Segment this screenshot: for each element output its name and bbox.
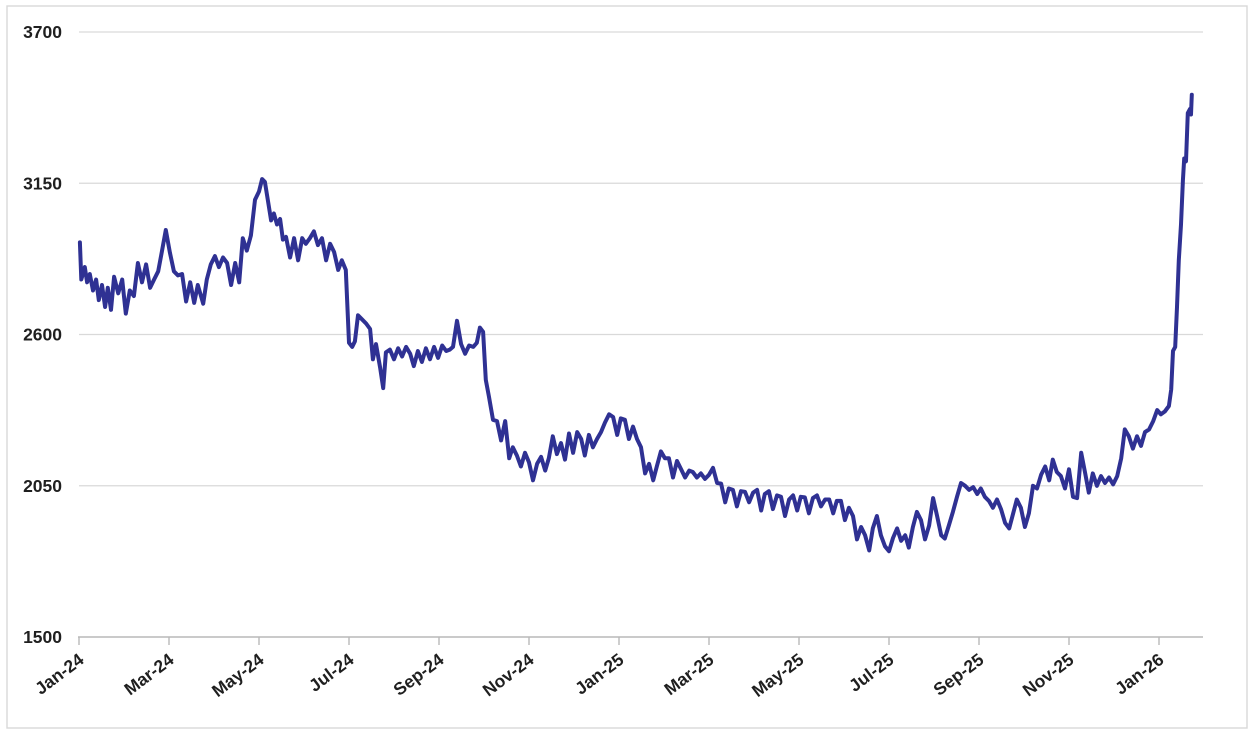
chart-border: [6, 5, 1248, 729]
y-axis-label: 1500: [23, 627, 62, 647]
y-axis-label: 3150: [23, 173, 62, 193]
price-series-line: [77, 92, 1194, 554]
y-axis-label: 2600: [23, 325, 62, 345]
y-axis-label: 3700: [23, 22, 62, 42]
y-axis-label: 2050: [23, 476, 62, 496]
